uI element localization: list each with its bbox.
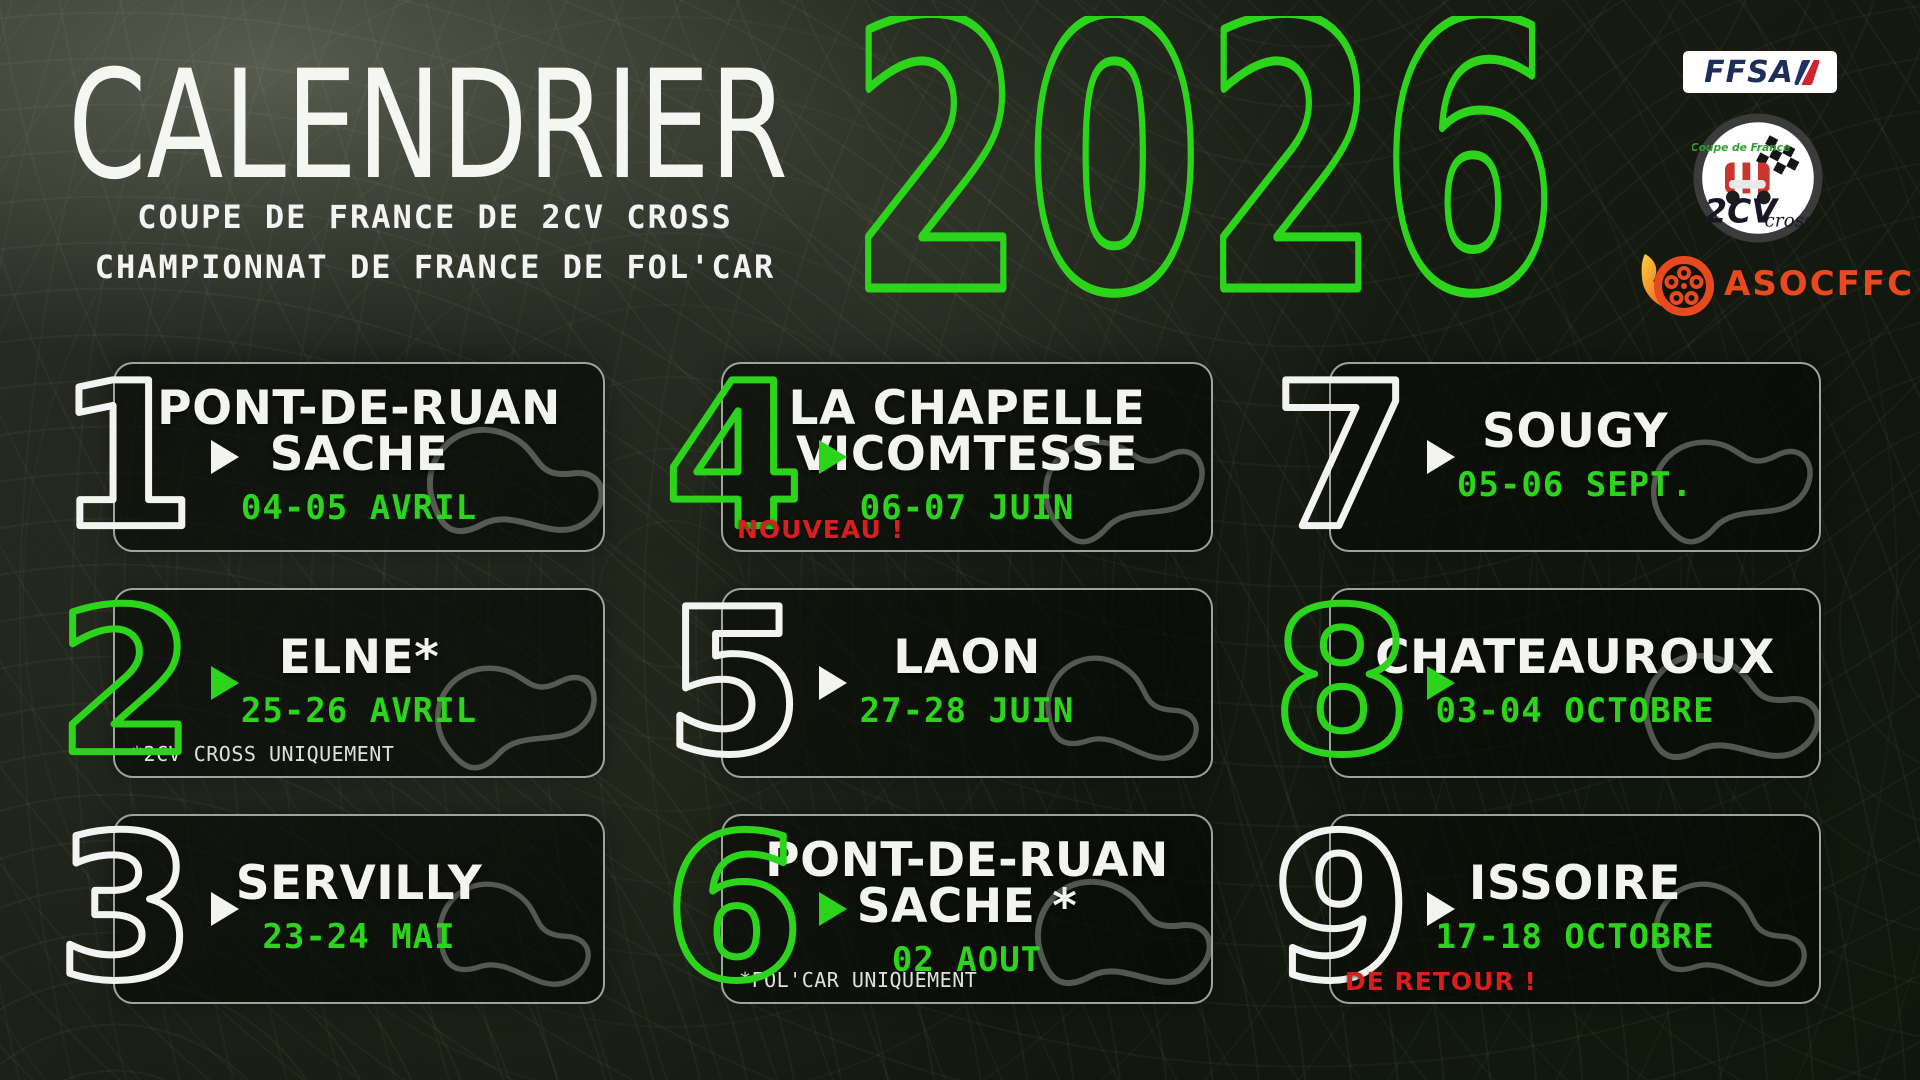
subtitle: COUPE DE FRANCE DE 2CV CROSS CHAMPIONNAT… xyxy=(72,192,798,292)
track-outline-icon xyxy=(434,665,597,771)
event-number: 2 xyxy=(53,596,199,764)
svg-text:4: 4 xyxy=(664,370,803,538)
track-outline-icon xyxy=(1642,652,1821,760)
arrow-icon xyxy=(211,892,239,926)
event-title: SOUGY xyxy=(1481,403,1669,459)
subtitle-line-1: COUPE DE FRANCE DE 2CV CROSS xyxy=(137,198,733,236)
svg-text:3: 3 xyxy=(56,822,195,990)
arrow-icon xyxy=(211,666,239,700)
svg-text:9: 9 xyxy=(1272,822,1411,990)
event-title: PONT-DE-RUAN SACHE * xyxy=(765,832,1169,934)
svg-text:2CV: 2CV xyxy=(1704,192,1779,231)
ffsa-flag-icon xyxy=(1793,59,1820,85)
event-card-9: 9 ISSOIRE 17-18 OCTOBRE DE RETOUR ! xyxy=(1269,814,1821,1004)
ffsa-logo-text: FFSA xyxy=(1704,54,1794,90)
arrow-icon xyxy=(1427,666,1455,700)
event-date: 02 AOUT xyxy=(891,940,1043,981)
event-card-3: 3 SERVILLY 23-24 MAI xyxy=(53,814,605,1004)
event-date: 03-04 OCTOBRE xyxy=(1435,691,1715,732)
svg-text:7: 7 xyxy=(1272,370,1411,538)
subtitle-line-2: CHAMPIONNAT DE FRANCE DE FOL'CAR xyxy=(94,248,776,286)
event-title: LA CHAPELLE VICOMTESSE xyxy=(788,380,1146,482)
svg-text:1: 1 xyxy=(56,370,195,538)
svg-text:6: 6 xyxy=(664,822,803,990)
2cv-car-icon xyxy=(1725,162,1771,205)
track-outline-icon xyxy=(1042,439,1205,545)
svg-text:2: 2 xyxy=(56,596,195,764)
page-title: CALENDRIER xyxy=(68,42,788,197)
arrow-icon xyxy=(211,440,239,474)
event-card-2: 2 ELNE* 25-26 AVRIL *2CV CROSS UNIQUEMEN… xyxy=(53,588,605,778)
event-date: 04-05 AVRIL xyxy=(240,488,478,529)
event-number: 7 xyxy=(1269,370,1415,538)
flaming-wheel-icon xyxy=(1641,254,1714,316)
event-date: 25-26 AVRIL xyxy=(240,691,478,732)
event-card-8: 8 CHATEAUROUX 03-04 OCTOBRE xyxy=(1269,588,1821,778)
event-alert-badge: NOUVEAU ! xyxy=(737,515,904,544)
event-card-1: 1 PONT-DE-RUAN SACHE 04-05 AVRIL xyxy=(53,362,605,552)
event-number: 4 xyxy=(661,370,807,538)
event-card-7: 7 SOUGY 05-06 SEPT. xyxy=(1269,362,1821,552)
event-number: 1 xyxy=(53,370,199,538)
event-title: ISSOIRE xyxy=(1468,855,1682,911)
event-date: 23-24 MAI xyxy=(262,917,456,958)
2cv-cross-logo: Coupe de France 2CV cross xyxy=(1692,113,1823,243)
event-number: 8 xyxy=(1269,596,1415,764)
event-title: ELNE* xyxy=(278,629,440,685)
event-date: 06-07 JUIN xyxy=(859,488,1075,529)
event-footnote: *FOL'CAR UNIQUEMENT xyxy=(739,968,978,992)
ffsa-logo: FFSA xyxy=(1683,51,1837,93)
svg-text:5: 5 xyxy=(664,596,803,764)
svg-text:2026: 2026 xyxy=(848,16,1558,316)
event-number: 5 xyxy=(661,596,807,764)
arrow-icon xyxy=(819,440,847,474)
asocffc-logo: ASOCFFC xyxy=(1638,248,1914,320)
event-date: 27-28 JUIN xyxy=(859,691,1075,732)
svg-text:cross: cross xyxy=(1764,211,1813,232)
track-outline-icon xyxy=(1045,655,1199,761)
track-outline-icon xyxy=(426,426,605,534)
event-title: SERVILLY xyxy=(235,855,483,911)
event-card-5: 5 LAON 27-28 JUIN xyxy=(661,588,1213,778)
arrow-icon xyxy=(1427,440,1455,474)
event-card-6: 6 PONT-DE-RUAN SACHE * 02 AOUT *FOL'CAR … xyxy=(661,814,1213,1004)
svg-text:CALENDRIER: CALENDRIER xyxy=(68,42,788,197)
arrow-icon xyxy=(819,892,847,926)
event-number: 6 xyxy=(661,822,807,990)
track-outline-icon xyxy=(437,881,591,987)
arrow-icon xyxy=(819,666,847,700)
asocffc-logo-text: ASOCFFC xyxy=(1724,264,1915,304)
checkered-flag-icon xyxy=(1755,135,1800,175)
arrow-icon xyxy=(1427,892,1455,926)
event-alert-badge: DE RETOUR ! xyxy=(1345,967,1537,996)
event-number: 3 xyxy=(53,822,199,990)
year-outline-text: 2026 xyxy=(846,16,1563,316)
event-card-4: 4 LA CHAPELLE VICOMTESSE 06-07 JUIN NOUV… xyxy=(661,362,1213,552)
track-outline-icon xyxy=(1034,878,1213,986)
event-grid: 1 PONT-DE-RUAN SACHE 04-05 AVRIL 2 ELNE*… xyxy=(53,362,1821,1004)
svg-text:8: 8 xyxy=(1272,596,1411,764)
event-date: 17-18 OCTOBRE xyxy=(1435,917,1715,958)
track-outline-icon xyxy=(1653,881,1807,987)
event-footnote: *2CV CROSS UNIQUEMENT xyxy=(131,742,395,766)
event-date: 05-06 SEPT. xyxy=(1456,465,1694,506)
track-outline-icon xyxy=(1650,439,1813,545)
svg-text:Coupe de France: Coupe de France xyxy=(1692,141,1790,154)
event-title: PONT-DE-RUAN SACHE xyxy=(157,380,561,482)
event-number: 9 xyxy=(1269,822,1415,990)
event-title: LAON xyxy=(893,629,1041,685)
